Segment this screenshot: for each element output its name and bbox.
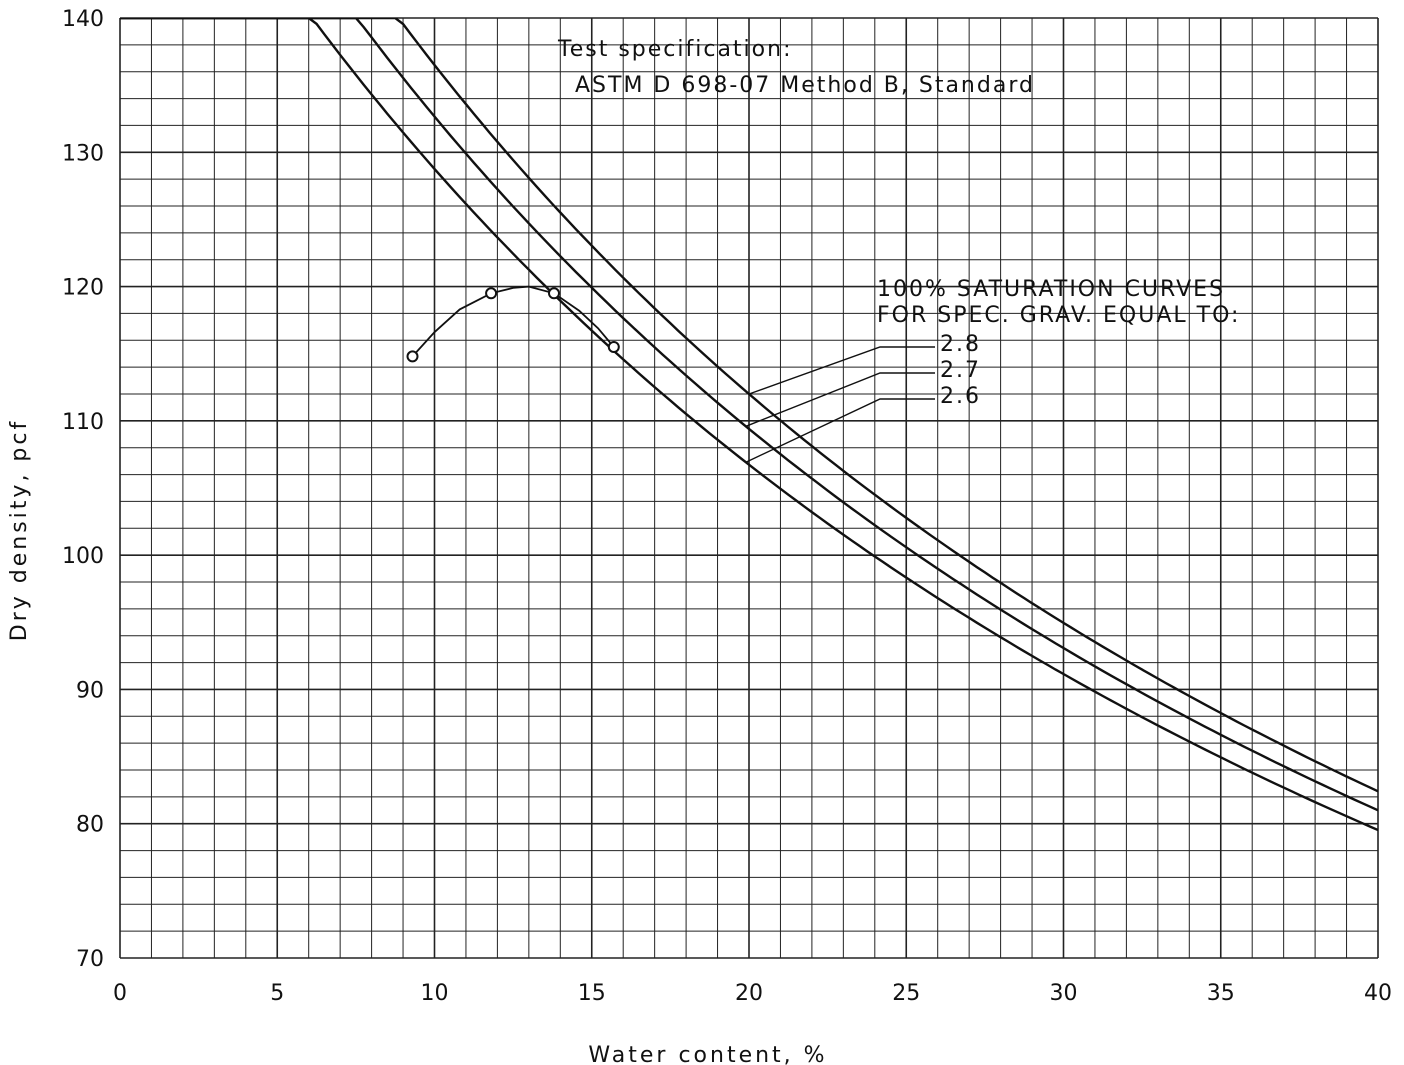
y-tick-label: 70	[76, 947, 104, 972]
y-tick-label: 90	[76, 678, 104, 703]
curve-label-2-6: 2.6	[940, 384, 981, 409]
x-tick-label: 0	[113, 981, 127, 1006]
curve-label-2-7: 2.7	[940, 358, 981, 383]
x-tick-label: 15	[578, 981, 606, 1006]
curve-label-2-8: 2.8	[940, 332, 981, 357]
leader-line-2-8	[748, 346, 935, 395]
spec-title: Test specification:	[557, 37, 792, 62]
compaction-point	[485, 287, 498, 300]
x-tick-label: 35	[1207, 981, 1235, 1006]
compaction-point	[607, 341, 620, 353]
saturation-curve-2-6	[120, 18, 1378, 832]
x-tick-label: 30	[1050, 981, 1078, 1006]
grid-lines	[119, 17, 1379, 959]
tick-labels: 0 5 10 15 20 25 30 35 40 70 80 90 100 110 120 130 140	[62, 7, 1392, 1006]
leader-line-2-6	[745, 398, 935, 463]
x-axis-label: Water content, %	[588, 1043, 827, 1065]
saturation-curve-2-7	[120, 18, 1378, 812]
compaction-point	[548, 287, 560, 300]
compaction-curve	[411, 285, 615, 358]
saturation-title-line2: FOR SPEC. GRAV. EQUAL TO:	[877, 303, 1240, 328]
x-tick-label: 25	[892, 981, 920, 1006]
y-tick-label: 110	[62, 410, 104, 435]
x-tick-label: 40	[1364, 981, 1392, 1006]
leader-line-2-7	[745, 372, 935, 427]
y-tick-label: 80	[76, 813, 104, 838]
x-tick-label: 20	[735, 981, 763, 1006]
saturation-title-line1: 100% SATURATION CURVES	[877, 277, 1225, 302]
x-tick-label: 5	[270, 981, 284, 1006]
curve-leader-lines	[745, 346, 935, 463]
y-tick-label: 130	[62, 141, 104, 166]
y-tick-label: 100	[62, 544, 104, 569]
y-tick-label: 120	[62, 276, 104, 301]
spec-method: ASTM D 698-07 Method B, Standard	[575, 73, 1035, 98]
y-axis-label: Dry density, pcf	[7, 419, 32, 641]
compaction-curve-group	[406, 285, 620, 363]
compaction-point	[406, 350, 419, 363]
y-tick-label: 140	[62, 7, 104, 32]
x-tick-label: 10	[421, 981, 449, 1006]
